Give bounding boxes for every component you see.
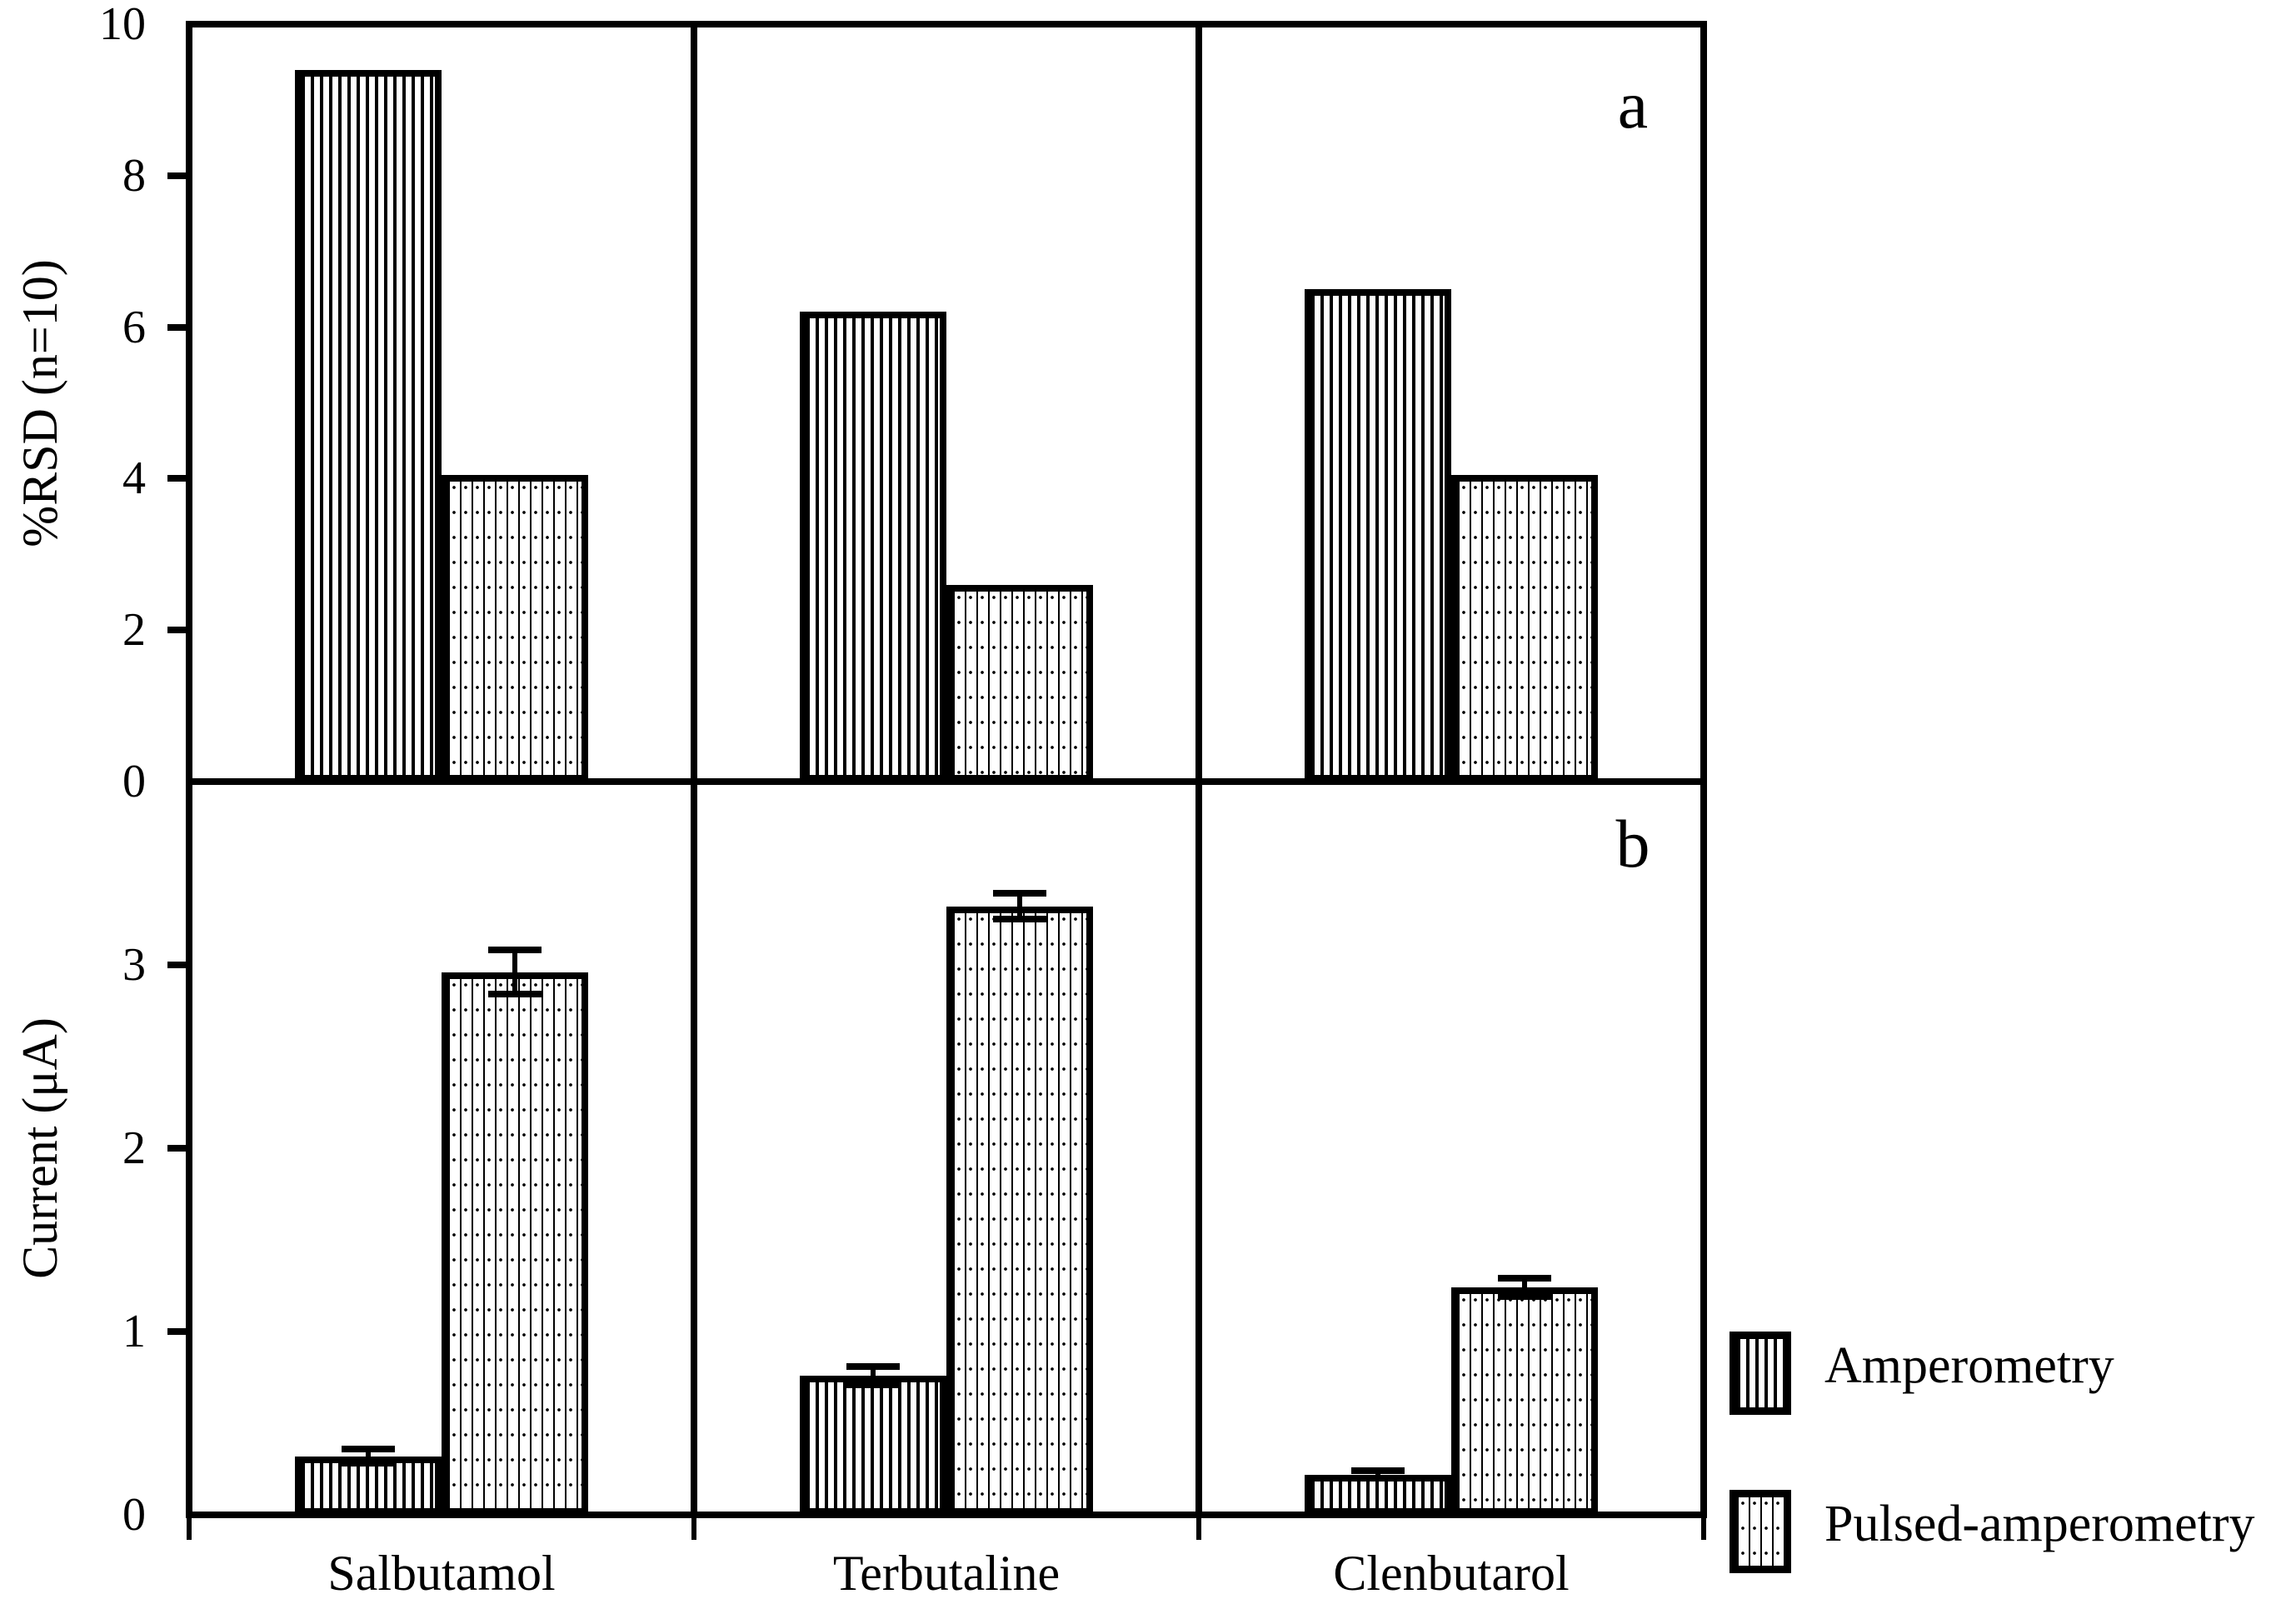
error-bar — [1017, 893, 1022, 919]
bar-pulsed-amperometry-salbutamol — [442, 972, 588, 1515]
frame-vertical-line — [186, 21, 192, 1518]
legend-swatch-amperometry — [1729, 1332, 1791, 1415]
error-bar — [1522, 1278, 1527, 1297]
y-tick-label: 0 — [122, 1489, 146, 1541]
y-tick-label: 4 — [122, 452, 146, 505]
error-bar-cap — [993, 890, 1046, 897]
x-axis-tick — [1196, 1518, 1201, 1540]
y-tick — [167, 172, 189, 179]
error-bar-cap — [846, 1362, 900, 1370]
y-tick-label: 2 — [122, 1122, 146, 1174]
bar-pulsed-amperometry-salbutamol — [442, 474, 588, 782]
y-tick — [167, 475, 189, 482]
panel-label-b: b — [1615, 806, 1650, 882]
y-tick-label: 3 — [122, 939, 146, 991]
bar-amperometry-terbutaline — [800, 1375, 946, 1515]
error-bar-cap — [342, 1445, 395, 1452]
error-bar — [871, 1366, 876, 1385]
bar-pulsed-amperometry-clenbutarol — [1451, 474, 1598, 782]
x-axis-tick — [691, 1518, 696, 1540]
bar-amperometry-terbutaline — [800, 312, 946, 782]
y-tick-label: 2 — [122, 604, 146, 657]
x-axis-tick — [187, 1518, 192, 1540]
legend-label-amperometry: Amperometry — [1824, 1337, 2114, 1394]
frame-horizontal-line — [186, 21, 1707, 27]
error-bar — [1375, 1471, 1380, 1478]
category-label-clenbutarol: Clenbutarol — [1333, 1546, 1570, 1601]
error-bar-cap — [1351, 1467, 1405, 1475]
y-tick-label: 10 — [99, 0, 146, 50]
y-tick — [167, 1145, 189, 1152]
legend-label-pulsed-amperometry: Pulsed-amperometry — [1824, 1496, 2255, 1552]
category-label-salbutamol: Salbutamol — [327, 1546, 556, 1601]
x-axis-tick — [1701, 1518, 1706, 1540]
panel-label-a: a — [1617, 67, 1649, 142]
y-axis-title-panel-a: %RSD (n=10) — [12, 258, 67, 547]
error-bar-cap — [1351, 1475, 1405, 1482]
error-bar-cap — [1498, 1293, 1551, 1301]
y-tick — [167, 1328, 189, 1335]
y-tick — [167, 323, 189, 331]
frame-vertical-line — [1195, 21, 1202, 1518]
legend-swatch-pulsed-amperometry — [1729, 1490, 1791, 1573]
y-tick-label: 6 — [122, 301, 146, 353]
y-tick — [167, 962, 189, 968]
y-tick — [167, 627, 189, 634]
bar-pulsed-amperometry-terbutaline — [946, 906, 1093, 1515]
error-bar-cap — [488, 947, 542, 954]
error-bar-cap — [993, 916, 1046, 922]
frame-horizontal-line — [186, 1512, 1707, 1518]
error-bar — [366, 1448, 371, 1464]
error-bar-cap — [342, 1460, 395, 1467]
frame-vertical-line — [1700, 21, 1707, 1518]
frame-horizontal-line — [186, 778, 1707, 785]
y-tick-label: 8 — [122, 149, 146, 202]
error-bar — [512, 950, 517, 995]
y-tick-label: 0 — [122, 756, 146, 807]
bar-pulsed-amperometry-clenbutarol — [1451, 1287, 1598, 1515]
category-label-terbutaline: Terbutaline — [832, 1546, 1061, 1601]
y-tick-label: 1 — [122, 1306, 146, 1357]
frame-vertical-line — [691, 21, 697, 1518]
bar-amperometry-salbutamol — [295, 69, 442, 782]
error-bar-cap — [1498, 1275, 1551, 1282]
error-bar-cap — [846, 1381, 900, 1388]
bar-pulsed-amperometry-terbutaline — [946, 584, 1093, 782]
error-bar-cap — [488, 991, 542, 998]
bar-amperometry-clenbutarol — [1305, 289, 1451, 782]
